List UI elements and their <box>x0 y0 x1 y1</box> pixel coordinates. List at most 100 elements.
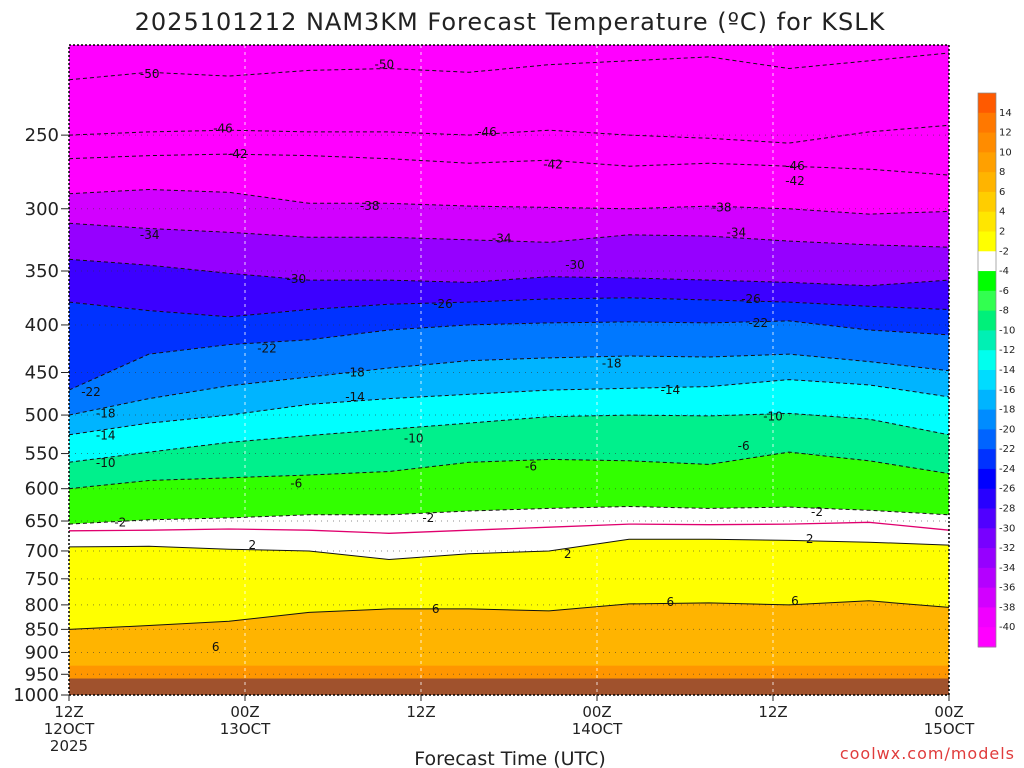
colorbar-swatch <box>978 112 996 134</box>
colorbar-swatch <box>978 211 996 232</box>
contour-line <box>68 600 950 630</box>
colorbar-swatch <box>978 231 996 252</box>
colorbar-label: -8 <box>999 306 1009 317</box>
contour-label: -2 <box>114 515 126 529</box>
colorbar-swatch <box>978 567 996 589</box>
colorbar-label: -14 <box>999 365 1015 376</box>
colorbar-swatch <box>978 627 996 648</box>
colorbar-label: -6 <box>999 286 1009 297</box>
colorbar-label: 12 <box>999 128 1012 139</box>
colorbar-swatch <box>978 172 996 193</box>
colorbar-label: -20 <box>999 424 1015 435</box>
colorbar-swatch <box>978 370 996 391</box>
contour-label: -10 <box>404 432 424 446</box>
colorbar-label: -40 <box>999 622 1015 633</box>
temperature-band <box>69 413 949 489</box>
x-tick-label: 12Z <box>406 703 435 721</box>
contour-label: -22 <box>749 316 769 330</box>
x-tick-label: 13OCT <box>220 720 271 738</box>
temperature-band <box>69 223 949 286</box>
contour-label: 2 <box>806 532 814 546</box>
contour-label: -50 <box>140 67 160 81</box>
plot-frame <box>68 44 950 696</box>
colorbar-swatch <box>978 330 996 351</box>
colorbar-swatch <box>978 468 996 490</box>
colorbar-swatch <box>978 528 996 549</box>
colorbar-label: -16 <box>999 385 1015 396</box>
contour-label: -26 <box>741 292 761 306</box>
contour-label: -22 <box>81 385 101 399</box>
x-tick-label: 15OCT <box>924 720 975 738</box>
y-tick-label: 700 <box>25 541 59 562</box>
colorbar-swatch <box>978 429 996 450</box>
contour-label: -46 <box>477 125 497 139</box>
colorbar-label: 10 <box>999 147 1012 158</box>
colorbar-swatch <box>978 389 996 411</box>
colorbar-label: -4 <box>999 266 1009 277</box>
colorbar-swatch <box>978 409 996 430</box>
colorbar-label: -36 <box>999 583 1015 594</box>
contour-line <box>68 353 950 416</box>
contour-label: -34 <box>727 225 747 239</box>
colorbar-swatch <box>978 310 996 331</box>
temperature-band <box>69 297 949 391</box>
contour-label: -46 <box>213 122 233 136</box>
colorbar-label: -38 <box>999 602 1015 613</box>
colorbar-label: -10 <box>999 325 1015 336</box>
contour-label: -14 <box>96 429 116 443</box>
colorbar-label: -18 <box>999 405 1015 416</box>
temperature-band <box>69 665 949 679</box>
colorbar-label: -26 <box>999 484 1015 495</box>
colorbar-swatch <box>978 508 996 529</box>
contour-label: -22 <box>257 341 277 355</box>
contour-line <box>68 451 950 490</box>
contour-label: -10 <box>763 410 783 424</box>
colorbar-label: 14 <box>999 108 1012 119</box>
contour-label: -14 <box>661 383 681 397</box>
y-tick-label: 500 <box>25 405 59 426</box>
colorbar-legend: 14 12 10 8 6 4 2 -2 -4 -6 -8 -10 -12 -14 -16 -18 -20 -22 -… <box>977 92 1015 648</box>
y-tick-label: 950 <box>25 664 59 685</box>
temperature-band <box>69 189 949 248</box>
contour-label: 2 <box>249 538 257 552</box>
contour-label: -2 <box>811 505 823 519</box>
colorbar-label: 4 <box>999 207 1005 218</box>
contour-label: -6 <box>290 476 302 490</box>
contour-line <box>68 297 950 318</box>
y-tick-label: 600 <box>25 479 59 500</box>
y-tick-label: 900 <box>25 642 59 663</box>
temperature-band <box>69 452 949 525</box>
contour-line <box>68 412 950 463</box>
x-tick-label: 00Z <box>934 703 963 721</box>
temperature-band <box>69 379 949 463</box>
colorbar-label: -32 <box>999 543 1015 554</box>
contour-label: 6 <box>791 594 799 608</box>
credit-text: coolwx.com/models <box>840 744 1015 763</box>
contour-label: -50 <box>375 58 395 72</box>
contour-label: -42 <box>543 158 563 172</box>
contour-label: 2 <box>564 547 572 561</box>
y-tick-label: 850 <box>25 619 59 640</box>
contour-line <box>68 320 950 391</box>
y-tick-label: 300 <box>25 199 59 220</box>
chart-title: 2025101212 NAM3KM Forecast Temperature (… <box>135 8 886 36</box>
colorbar-label: 8 <box>999 167 1005 178</box>
x-tick-label: 00Z <box>582 703 611 721</box>
y-tick-label: 450 <box>25 363 59 384</box>
contour-label: -18 <box>96 406 116 420</box>
colorbar-swatch <box>978 350 996 371</box>
contour-label: -6 <box>525 460 537 474</box>
colorbar-swatch <box>978 152 996 173</box>
contour-label: -26 <box>433 297 453 311</box>
y-tick-label: 400 <box>25 315 59 336</box>
contour-label: -2 <box>422 511 434 525</box>
plot-area: -50-50-46 -46-46-42-42-42-38 -38-34 -34 -34-… <box>68 44 950 696</box>
colorbar-label: -30 <box>999 523 1015 534</box>
colorbar-label: -12 <box>999 345 1015 356</box>
colorbar-label: -22 <box>999 444 1015 455</box>
colorbar-swatch <box>978 93 996 114</box>
temperature-band <box>69 354 949 435</box>
colorbar-swatch <box>978 548 996 569</box>
contour-line <box>68 52 950 81</box>
